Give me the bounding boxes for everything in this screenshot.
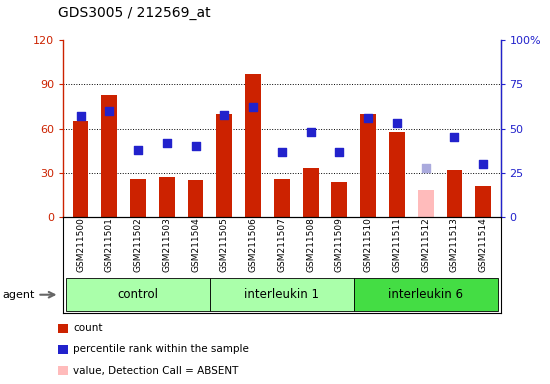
Bar (360, 114, 376, 217)
Point (479, 161, 488, 167)
Bar (73, 121, 89, 217)
Bar (210, 278, 354, 311)
Point (450, 134, 459, 141)
Bar (245, 74, 261, 217)
Bar (159, 177, 175, 217)
Point (76, 113, 85, 119)
Point (364, 115, 372, 121)
Text: GSM211500: GSM211500 (76, 217, 85, 272)
Text: GSM211511: GSM211511 (393, 217, 402, 272)
Text: interleukin 6: interleukin 6 (388, 288, 463, 301)
Text: percentile rank within the sample: percentile rank within the sample (73, 344, 249, 354)
Point (220, 111, 229, 118)
Text: GSM211514: GSM211514 (478, 217, 488, 272)
Bar (274, 179, 290, 217)
Bar (389, 132, 405, 217)
Point (335, 149, 344, 155)
Text: control: control (118, 288, 158, 301)
Bar (302, 169, 318, 217)
Text: interleukin 1: interleukin 1 (244, 288, 320, 301)
Text: agent: agent (3, 290, 35, 300)
Text: GSM211509: GSM211509 (335, 217, 344, 272)
Point (393, 120, 402, 126)
Text: GSM211501: GSM211501 (105, 217, 114, 272)
Bar (447, 170, 463, 217)
Bar (354, 278, 498, 311)
Text: GSM211510: GSM211510 (364, 217, 373, 272)
Point (134, 147, 142, 153)
Point (306, 129, 315, 135)
Bar (188, 180, 204, 217)
Text: GSM211506: GSM211506 (249, 217, 257, 272)
Point (421, 164, 430, 170)
Text: GSM211503: GSM211503 (162, 217, 171, 272)
Point (191, 143, 200, 149)
Point (105, 108, 114, 114)
Bar (101, 95, 117, 217)
Text: count: count (73, 323, 103, 333)
Bar (217, 114, 232, 217)
Text: GSM211502: GSM211502 (134, 217, 142, 272)
Text: GSM211512: GSM211512 (421, 217, 430, 272)
Point (162, 140, 171, 146)
Bar (66, 278, 210, 311)
Bar (418, 190, 433, 217)
Text: GSM211513: GSM211513 (450, 217, 459, 272)
Text: GSM211505: GSM211505 (220, 217, 229, 272)
Bar (475, 186, 491, 217)
Point (277, 149, 286, 155)
Text: GDS3005 / 212569_at: GDS3005 / 212569_at (58, 7, 210, 20)
Text: GSM211507: GSM211507 (277, 217, 287, 272)
Text: GSM211504: GSM211504 (191, 217, 200, 272)
Bar (332, 182, 347, 217)
Bar (130, 179, 146, 217)
Text: GSM211508: GSM211508 (306, 217, 315, 272)
Text: value, Detection Call = ABSENT: value, Detection Call = ABSENT (73, 366, 239, 376)
Point (249, 104, 257, 111)
